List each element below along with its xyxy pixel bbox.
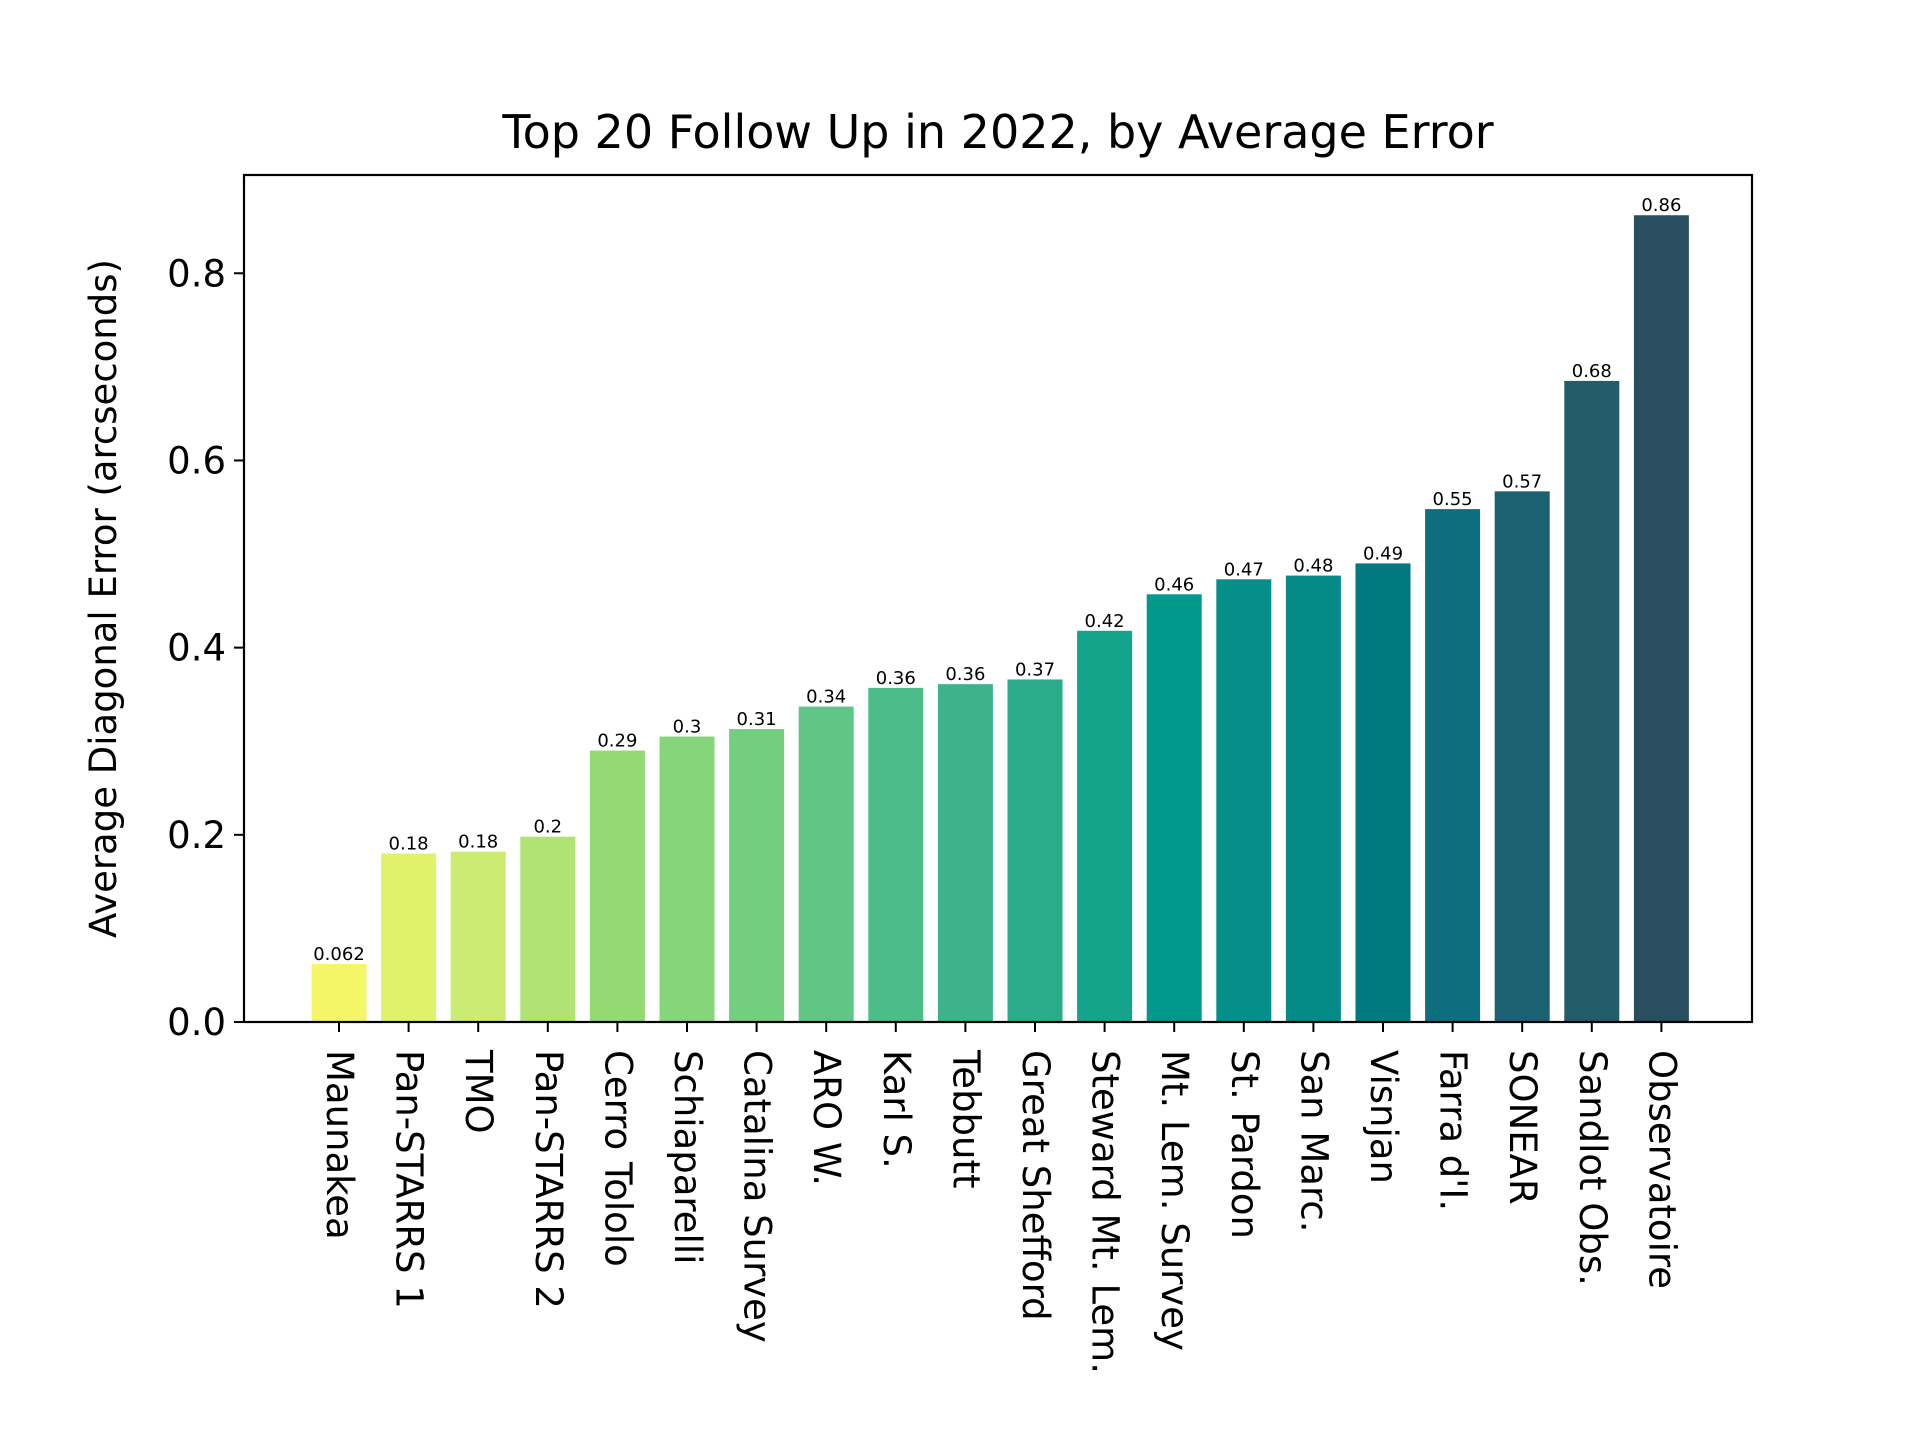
x-tick-label: SONEAR — [1501, 1050, 1544, 1205]
bar — [729, 729, 785, 1022]
x-tick-label: Observatoire — [1640, 1050, 1683, 1289]
x-tick-label: Tebbutt — [944, 1049, 987, 1189]
bar — [937, 684, 993, 1022]
x-axis: Maunakea Pan-STARRS 1 TMO Pan-STARRS 2 Cerro… — [318, 1022, 1683, 1374]
x-tick-label: Pan-STARRS 1 — [388, 1050, 431, 1309]
x-tick-label: Mt. Lem. Survey — [1153, 1050, 1196, 1351]
x-tick-label: Schiaparelli — [666, 1050, 709, 1264]
bar — [1564, 380, 1620, 1023]
x-tick-label: San Marc. — [1292, 1050, 1335, 1232]
bar-value-label: 0.3 — [673, 717, 702, 738]
bar-value-label: 0.2 — [533, 817, 562, 838]
plot-area-frame — [242, 173, 1754, 1024]
bar — [1216, 579, 1272, 1022]
bar-value-label: 0.57 — [1502, 471, 1542, 492]
bar — [450, 851, 506, 1022]
bar-value-label: 0.42 — [1085, 611, 1125, 632]
y-tick-label: 0.6 — [167, 439, 226, 482]
x-tick-label: TMO — [457, 1049, 500, 1134]
bar — [520, 836, 576, 1022]
bar — [1077, 630, 1133, 1022]
bar — [1425, 509, 1481, 1022]
x-tick-label: Maunakea — [318, 1050, 361, 1240]
x-tick-label: Cerro Tololo — [596, 1050, 639, 1267]
bar — [868, 687, 924, 1022]
x-tick-label: Visnjan — [1362, 1050, 1405, 1184]
y-axis-title: Average Diagonal Error (arcseconds) — [82, 259, 125, 938]
bar — [1633, 215, 1689, 1022]
x-tick-label: Pan-STARRS 2 — [527, 1050, 570, 1309]
y-tick-label: 0.0 — [167, 1001, 226, 1044]
bar — [659, 736, 715, 1022]
x-tick-label: Karl S. — [875, 1050, 918, 1169]
bar — [1007, 679, 1063, 1022]
bar-value-label: 0.34 — [806, 687, 846, 708]
value-labels-layer: 0.062 0.18 0.18 0.2 0.29 0.3 0.31 0.34 0.36 0.36 0… — [313, 195, 1681, 965]
x-tick-label: Farra d'I. — [1432, 1050, 1475, 1211]
bar — [1285, 575, 1341, 1022]
bar — [1146, 594, 1202, 1022]
bar-value-label: 0.18 — [389, 834, 429, 855]
bar-value-label: 0.31 — [737, 709, 777, 730]
bar — [1494, 491, 1550, 1022]
bar-value-label: 0.47 — [1224, 559, 1264, 580]
x-tick-label: Great Shefford — [1014, 1050, 1057, 1321]
y-tick-label: 0.2 — [167, 814, 226, 857]
bar-value-label: 0.48 — [1293, 556, 1333, 577]
y-tick-label: 0.4 — [167, 627, 226, 670]
bar-value-label: 0.29 — [597, 731, 637, 752]
bar-value-label: 0.55 — [1433, 489, 1473, 510]
bar-value-label: 0.68 — [1572, 361, 1612, 382]
bar — [798, 706, 854, 1022]
x-tick-label: Sandlot Obs. — [1571, 1050, 1614, 1286]
bar — [381, 853, 437, 1022]
bar — [1355, 563, 1411, 1022]
x-tick-label: Catalina Survey — [736, 1050, 779, 1343]
bar-value-label: 0.37 — [1015, 659, 1055, 680]
y-tick-label: 0.8 — [167, 252, 226, 295]
bar — [589, 750, 645, 1022]
bar-value-label: 0.46 — [1154, 574, 1194, 595]
bar-value-label: 0.062 — [313, 944, 365, 965]
bar — [311, 963, 367, 1022]
y-axis: 0.0 0.2 0.4 0.6 0.8 — [167, 252, 244, 1044]
bar-value-label: 0.49 — [1363, 543, 1403, 564]
x-tick-label: St. Pardon — [1223, 1050, 1266, 1239]
bar-value-label: 0.36 — [876, 668, 916, 689]
bar-value-label: 0.86 — [1641, 195, 1681, 216]
x-tick-label: ARO W. — [805, 1050, 848, 1186]
bar-value-label: 0.36 — [945, 664, 985, 685]
bars-layer — [311, 215, 1689, 1023]
chart-title: Top 20 Follow Up in 2022, by Average Err… — [501, 105, 1493, 159]
bar-value-label: 0.18 — [458, 832, 498, 853]
x-tick-label: Steward Mt. Lem. — [1084, 1050, 1127, 1374]
